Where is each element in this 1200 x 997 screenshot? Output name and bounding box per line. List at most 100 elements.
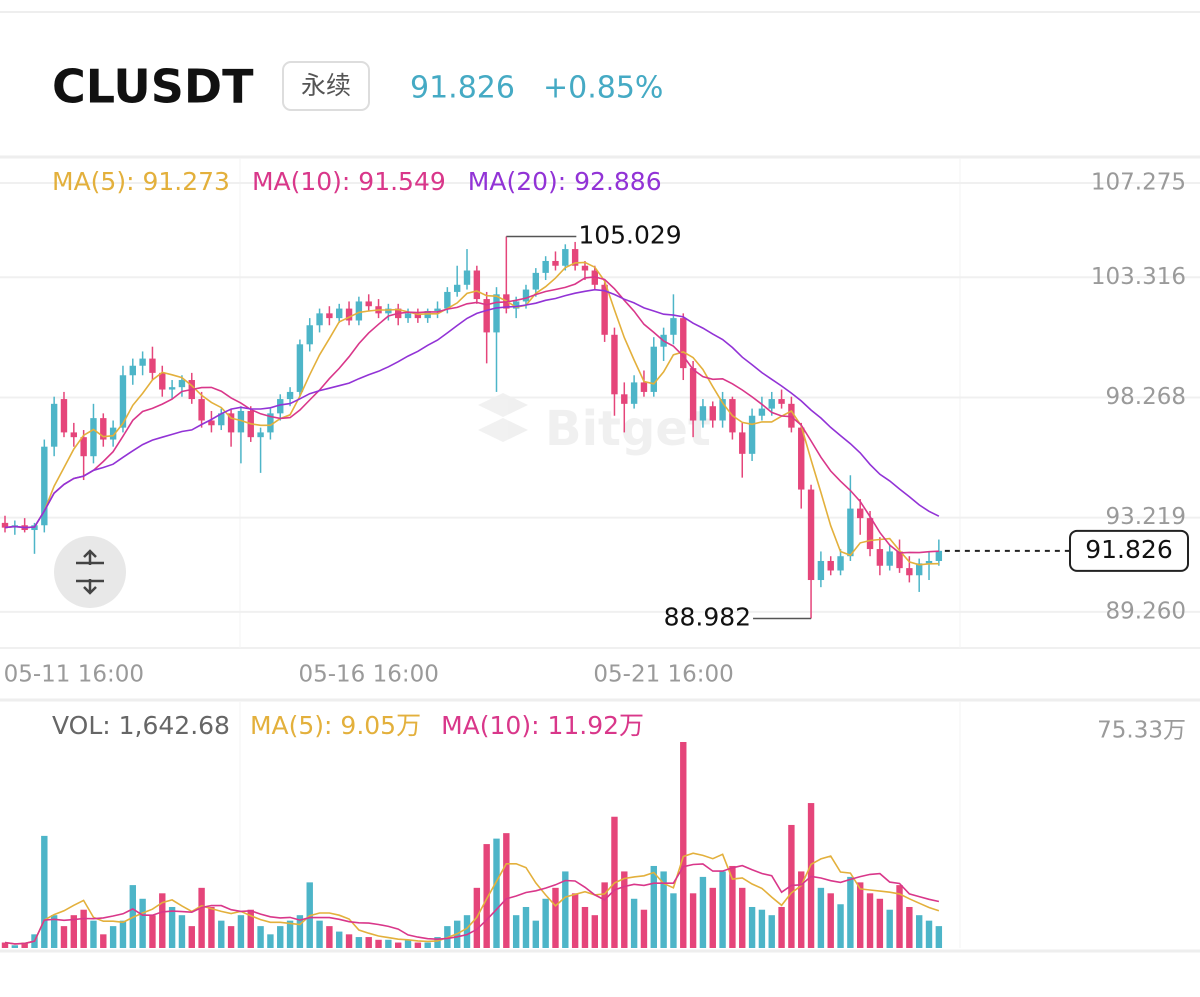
volume-label: MA(5): 9.05万 [250, 711, 421, 740]
volume-bar [503, 833, 510, 948]
volume-bar [866, 893, 874, 948]
volume-bar [355, 937, 363, 948]
volume-bar [247, 909, 254, 948]
volume-bar [267, 934, 274, 948]
candle-body [90, 418, 97, 457]
candle-body [552, 260, 559, 266]
ma-label: MA(10): 91.549 [252, 167, 446, 196]
volume-bar [60, 926, 68, 948]
volume-bar [21, 942, 28, 948]
volume-bar [650, 865, 657, 948]
candle-body [827, 560, 834, 571]
candle-body [896, 551, 903, 569]
candle-body [788, 403, 795, 428]
volume-bar [168, 906, 176, 948]
candle-body [719, 399, 726, 421]
volume-bar [571, 893, 579, 948]
volume-bar [925, 920, 933, 948]
volume-bar [542, 898, 549, 948]
volume-bar [218, 920, 225, 948]
volume-bar [680, 742, 687, 948]
last-price-label: 91.826 [1085, 535, 1172, 564]
x-tick-label: 05-16 16:00 [298, 662, 438, 688]
candle-body [601, 284, 608, 335]
volume-bar [404, 939, 412, 948]
candle-body [277, 399, 284, 414]
candle-body [670, 318, 677, 335]
volume-bar [493, 838, 500, 948]
candle-body [798, 427, 805, 490]
candle-body [866, 518, 874, 550]
candle-body [748, 415, 756, 454]
symbol: CLUSDT [52, 60, 254, 114]
volume-bar [768, 915, 775, 948]
scale-icon[interactable] [76, 549, 104, 595]
volume-bar [562, 871, 569, 948]
volume-ma-line [4, 863, 940, 945]
ma-line [4, 276, 939, 554]
volume-bar [385, 939, 392, 948]
volume-bar [11, 945, 19, 948]
candle-body [571, 249, 579, 266]
candle-body [385, 308, 392, 314]
volume-bar [807, 803, 815, 948]
volume-bar [345, 934, 353, 948]
volume-bar [198, 887, 205, 948]
y-tick-label: 103.316 [1091, 264, 1186, 290]
candle-body [129, 365, 136, 376]
candle-body [326, 313, 333, 319]
volume-bar [41, 835, 48, 948]
candle-body [925, 560, 933, 564]
candle-body [286, 391, 294, 400]
candle-body [739, 432, 746, 454]
scale-button-bg[interactable] [54, 536, 126, 608]
candle-body [355, 301, 363, 321]
volume-bar [512, 915, 520, 948]
candle-body [296, 344, 304, 392]
candle-body [237, 410, 245, 433]
volume-bar [591, 915, 598, 948]
candle-body [434, 308, 441, 311]
volume-bar [748, 906, 756, 948]
candle-body [542, 260, 549, 273]
high-label: 105.029 [578, 220, 681, 249]
candle-body [493, 294, 500, 333]
candle-body [837, 556, 844, 571]
volume-bar [857, 882, 864, 948]
candle-body [345, 308, 353, 321]
badge-box [282, 61, 370, 111]
y-tick-label: 98.268 [1106, 384, 1186, 410]
y-tick-label: 89.260 [1106, 598, 1186, 624]
volume-bar [601, 882, 608, 948]
volume-bar [227, 926, 235, 948]
volume-ma-line [4, 852, 940, 945]
candle-body [227, 413, 235, 433]
candle-body [906, 568, 913, 576]
candle-body [70, 432, 78, 438]
volume-bar [80, 909, 87, 948]
volume-bar [188, 926, 195, 948]
candle-body [168, 387, 176, 390]
volume-bar [90, 920, 97, 948]
volume-bar [100, 934, 107, 948]
volume-bar [640, 909, 648, 948]
volume-bar [886, 909, 893, 948]
volume-bar [817, 887, 825, 948]
scale-button[interactable] [54, 536, 126, 608]
last-price-box [1069, 529, 1189, 572]
candle-body [621, 394, 628, 404]
candle-body [60, 399, 68, 433]
volume-bar [552, 887, 559, 948]
volume-bar [788, 824, 795, 948]
volume-bar [729, 865, 736, 948]
volume-bar [70, 915, 78, 948]
volume-bar [326, 926, 333, 948]
y-tick-label: 93.219 [1106, 504, 1186, 530]
candle-body [208, 420, 215, 426]
volume-bar [296, 915, 304, 948]
candle-body [50, 403, 58, 447]
candle-body [630, 382, 638, 404]
volume-bar [827, 893, 834, 948]
candle-body [532, 272, 540, 290]
volume-label: VOL: 1,642.68 [52, 711, 230, 740]
